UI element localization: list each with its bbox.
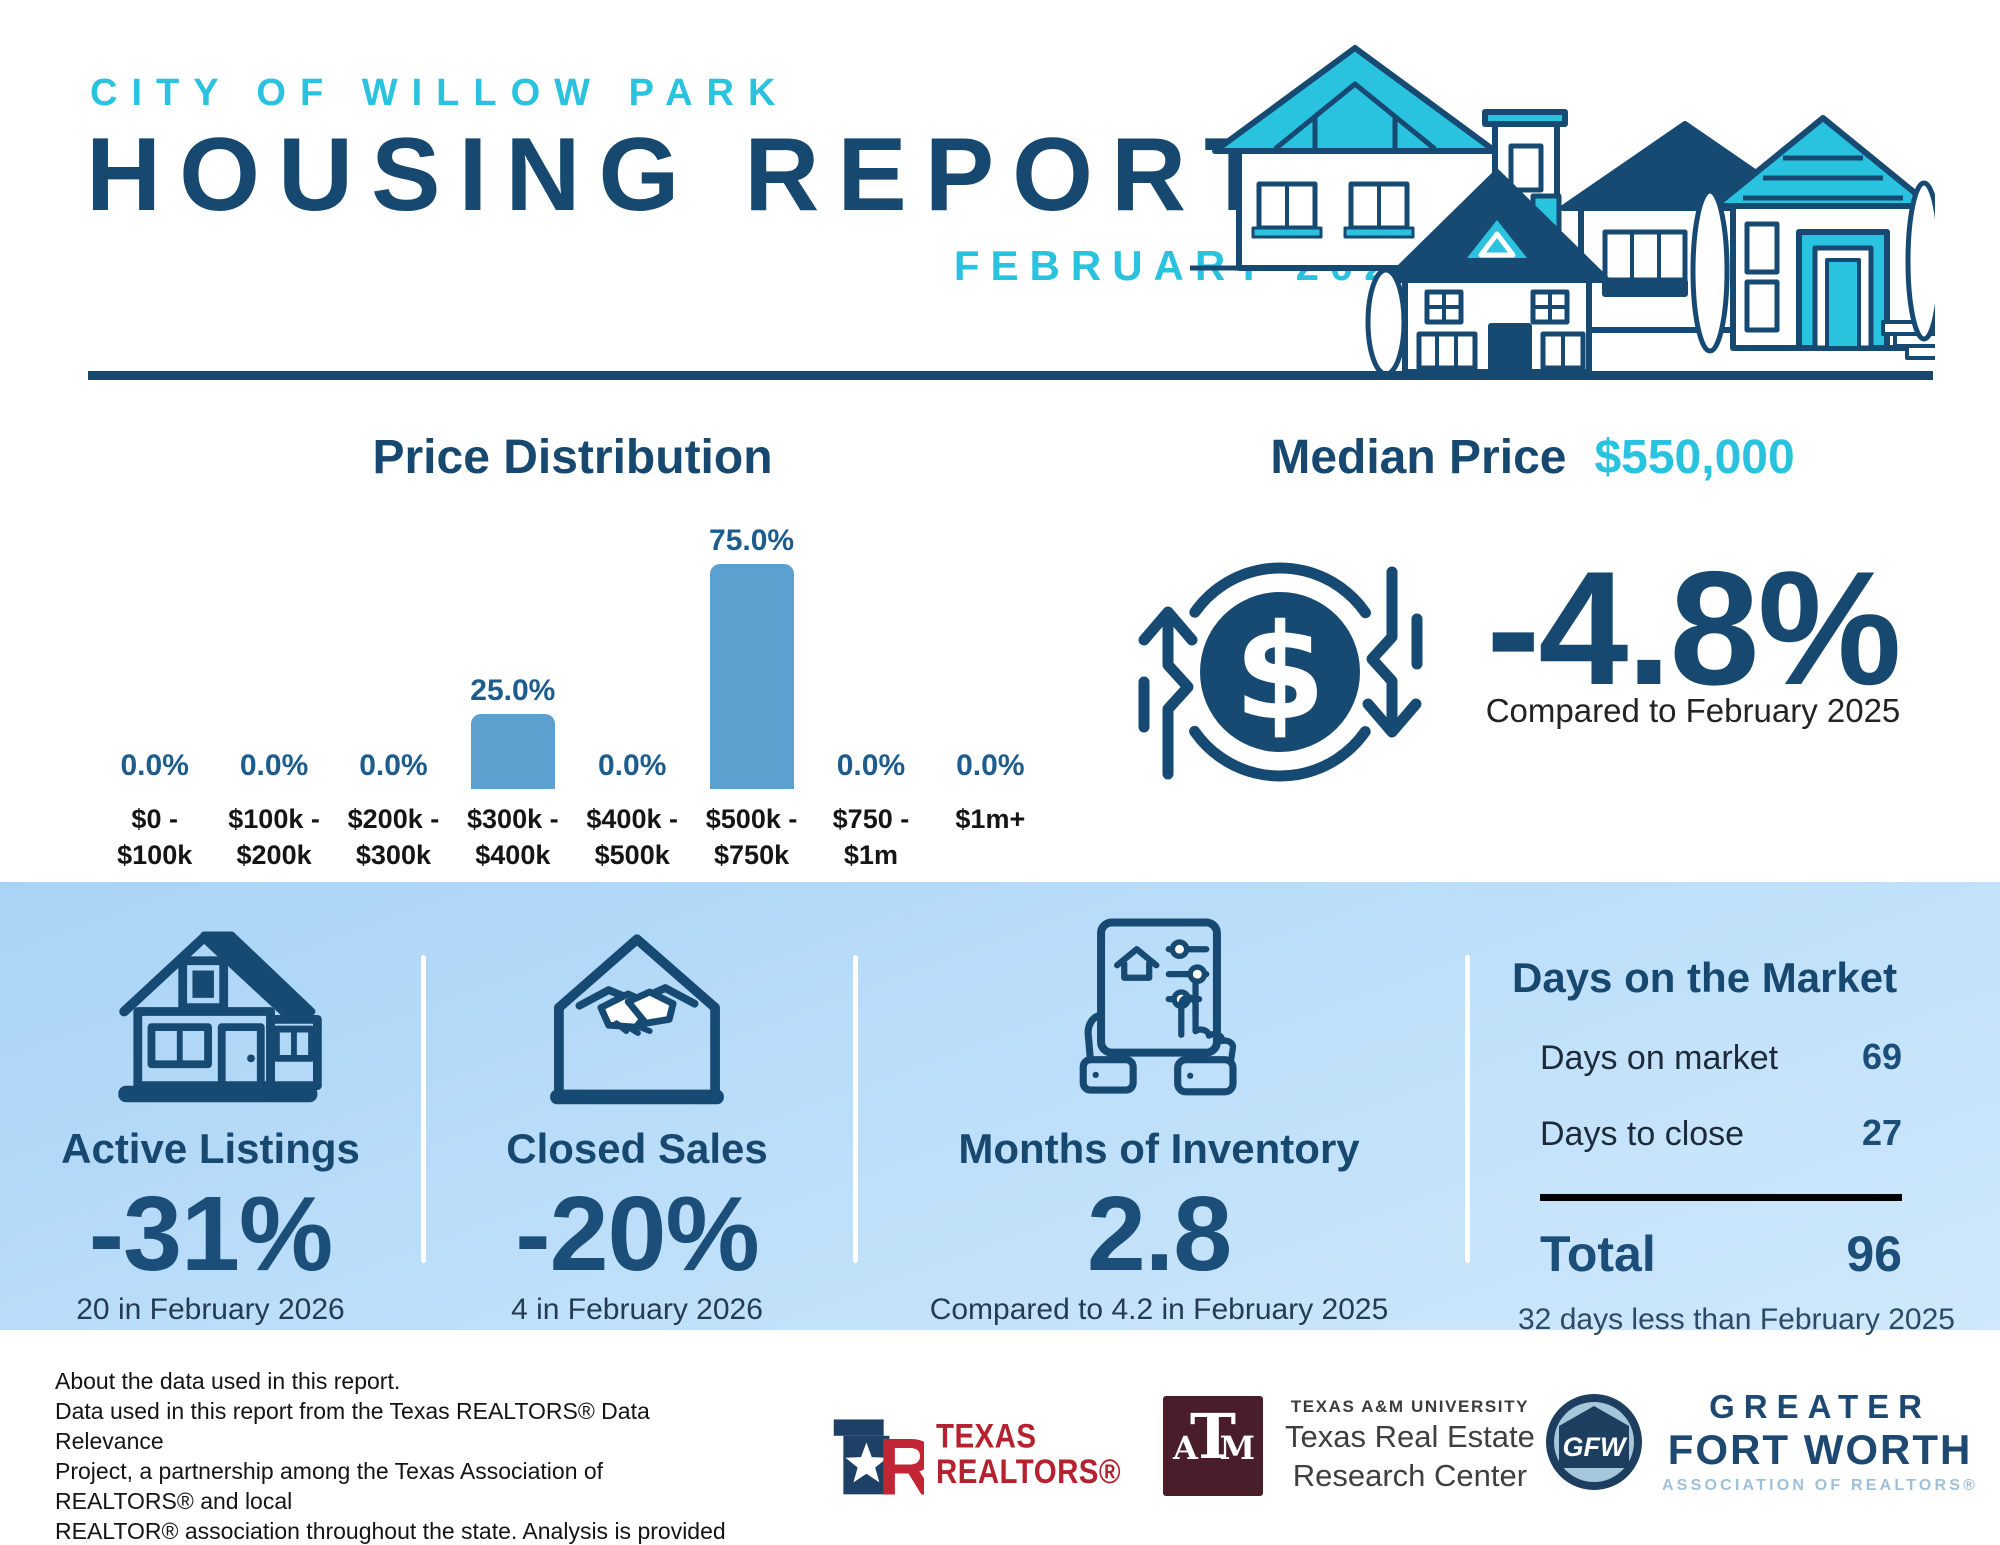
closed-sales-section: Closed Sales -20% 4 in February 2026 xyxy=(421,882,853,1330)
days-on-market-rows: Days on market 69 Days to close 27 xyxy=(1540,1036,1902,1154)
total-value: 96 xyxy=(1846,1226,1902,1282)
active-listings-change: -31% xyxy=(88,1175,333,1293)
median-price-comparison: Compared to February 2025 xyxy=(1485,692,1901,729)
gfw-logo: GFW GREATER FORT WORTH ASSOCIATION OF RE… xyxy=(1544,1388,1978,1495)
months-of-inventory-value: 2.8 xyxy=(1086,1175,1232,1293)
bar-value-label: 75.0% xyxy=(709,524,795,557)
days-on-market-title: Days on the Market xyxy=(1512,954,1898,1001)
price-distribution-plot: 0.0% 0.0% 0.0% 25.0% 0.0% 75.0% 0.0% 0.0% xyxy=(95,517,1050,789)
category-label: $100k - $200k xyxy=(228,804,320,871)
category-label: $0 - $100k xyxy=(117,804,193,871)
days-on-market-label: Days on market xyxy=(1540,1039,1779,1077)
band-divider xyxy=(1465,955,1470,1263)
tamu-letter-a: A xyxy=(1173,1429,1198,1467)
median-price-title: Median Price $550,000 xyxy=(1095,430,1970,485)
table-row: Days on market 69 xyxy=(1540,1036,1902,1078)
stats-band: Active Listings -31% 20 in February 2026… xyxy=(0,882,2000,1336)
report-city: CITY OF WILLOW PARK xyxy=(90,72,790,114)
active-listings-detail: 20 in February 2026 xyxy=(76,1293,345,1326)
closed-sales-detail: 4 in February 2026 xyxy=(511,1293,763,1326)
texas-realtors-wordmark: TEXAS REALTORS® xyxy=(936,1419,1121,1489)
category-label: $400k - $500k xyxy=(586,804,678,871)
chart-bar-column: 75.0% xyxy=(692,524,811,789)
house-icon xyxy=(117,931,322,1103)
chart-bar-column: 25.0% xyxy=(453,674,572,789)
price-distribution-section: Price Distribution 0.0% 0.0% 0.0% 25.0% 0.0%… xyxy=(95,430,1050,874)
texas-realtors-logo: R TEXAS REALTORS® xyxy=(828,1406,1137,1502)
months-of-inventory-title: Months of Inventory xyxy=(958,1125,1360,1172)
category-label: $750 - $1m xyxy=(832,804,910,871)
days-on-market-detail: 32 days less than February 2025 xyxy=(1518,1303,1955,1336)
median-price-label: Median Price xyxy=(1270,431,1567,484)
inventory-tablet-icon xyxy=(1079,918,1237,1096)
dollar-sign: $ xyxy=(1234,596,1326,750)
median-price-change: -4.8% xyxy=(1486,538,1901,719)
table-row: Days to close 27 xyxy=(1540,1112,1902,1154)
bar xyxy=(470,714,555,789)
active-listings-section: Active Listings -31% 20 in February 2026 xyxy=(0,882,421,1330)
closed-sales-change: -20% xyxy=(515,1175,759,1293)
gfw-text: GREATER FORT WORTH ASSOCIATION OF REALTO… xyxy=(1662,1388,1978,1495)
texas-realtors-line1: TEXAS xyxy=(936,1416,1037,1456)
category-label: $1m+ xyxy=(955,804,1026,834)
category-label: $500k - $750k xyxy=(705,804,798,871)
chart-bar-column: 0.0% xyxy=(573,749,692,789)
bar-value-label: 0.0% xyxy=(359,749,428,782)
bar-value-label: 25.0% xyxy=(470,674,556,707)
bar xyxy=(709,564,794,789)
gfw-line3: ASSOCIATION OF REALTORS® xyxy=(1662,1477,1979,1494)
tamu-monogram-icon: A T M xyxy=(1163,1396,1263,1496)
months-of-inventory-detail: Compared to 4.2 in February 2025 xyxy=(929,1293,1389,1326)
about-text: About the data used in this report. Data… xyxy=(55,1368,726,1544)
tamu-letter-m: M xyxy=(1219,1429,1255,1467)
total-row: Total 96 xyxy=(1540,1225,1902,1283)
band-divider xyxy=(421,955,426,1263)
band-divider xyxy=(853,955,858,1263)
price-change-icon: $ xyxy=(1138,562,1423,782)
header-divider xyxy=(88,371,1933,380)
tamu-logo: A T M TEXAS A&M UNIVERSITY Texas Real Es… xyxy=(1163,1396,1535,1496)
median-price-section: Median Price $550,000 $ -4.8% Compared to… xyxy=(1095,430,1970,782)
gfw-line1: GREATER xyxy=(1709,1388,1932,1425)
tamu-line1: TEXAS A&M UNIVERSITY xyxy=(1290,1396,1530,1416)
tamu-letter-t: T xyxy=(1189,1400,1237,1473)
category-label: $200k - $300k xyxy=(347,804,440,871)
chart-bar-column: 0.0% xyxy=(931,749,1050,789)
gfw-line2: FORT WORTH xyxy=(1667,1426,1973,1473)
chart-bar-column: 0.0% xyxy=(334,749,453,789)
closed-sales-title: Closed Sales xyxy=(506,1125,768,1172)
active-listings-title: Active Listings xyxy=(61,1125,360,1172)
days-to-close-value: 27 xyxy=(1861,1112,1902,1153)
chart-bar-column: 0.0% xyxy=(214,749,333,789)
price-distribution-categories: $0 - $100k $100k - $200k $200k - $300k $300… xyxy=(95,801,1050,874)
chart-title: Price Distribution xyxy=(372,431,773,484)
months-of-inventory-section: Months of Inventory 2.8 Compared to 4.2 … xyxy=(853,882,1465,1330)
bar-value-label: 0.0% xyxy=(956,749,1025,782)
total-divider xyxy=(1540,1194,1902,1201)
bar-value-label: 0.0% xyxy=(597,749,667,782)
houses-illustration-icon xyxy=(1190,45,1935,376)
gfw-emblem-icon: GFW xyxy=(1546,1393,1642,1490)
tamu-line2: Texas Real Estate xyxy=(1285,1418,1535,1454)
bar-value-label: 0.0% xyxy=(239,749,309,782)
report-title: HOUSING REPORT xyxy=(86,117,1286,233)
days-to-close-label: Days to close xyxy=(1540,1115,1745,1153)
total-label: Total xyxy=(1540,1226,1656,1282)
tamu-line3: Research Center xyxy=(1292,1458,1528,1493)
tamu-text: TEXAS A&M UNIVERSITY Texas Real Estate R… xyxy=(1285,1397,1535,1495)
texas-realtors-mark-icon: R xyxy=(833,1419,924,1502)
texas-realtors-line2: REALTORS® xyxy=(936,1451,1122,1491)
days-on-market-section: Days on the Market Days on market 69 Day… xyxy=(1512,954,1955,1337)
texas-realtors-r-letter: R xyxy=(878,1422,924,1502)
chart-bar-column: 0.0% xyxy=(811,749,930,789)
handshake-house-icon xyxy=(550,934,724,1105)
bar-value-label: 0.0% xyxy=(120,749,189,782)
days-on-market-value: 69 xyxy=(1861,1036,1902,1077)
gfw-monogram: GFW xyxy=(1563,1432,1628,1462)
median-price-value: $550,000 xyxy=(1594,431,1795,484)
bar-value-label: 0.0% xyxy=(836,749,906,782)
category-label: $300k - $400k xyxy=(467,804,559,871)
chart-bar-column: 0.0% xyxy=(95,749,214,789)
